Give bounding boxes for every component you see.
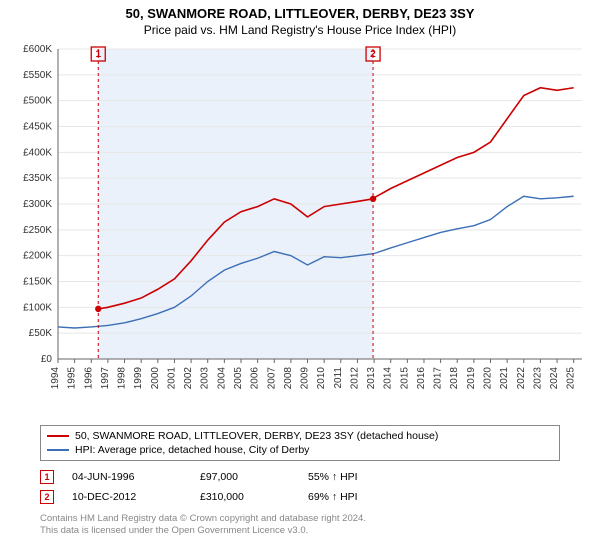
legend-row: HPI: Average price, detached house, City… <box>47 443 553 457</box>
legend-swatch <box>47 435 69 437</box>
sale-row: 2 10-DEC-2012 £310,000 69% ↑ HPI <box>40 487 560 507</box>
svg-text:1994: 1994 <box>50 367 61 390</box>
line-chart: £0 £50K £100K £150K £200K £250K £300K £350K £400… <box>10 41 590 421</box>
svg-text:2024: 2024 <box>549 367 560 390</box>
svg-text:2003: 2003 <box>200 367 211 390</box>
svg-text:£300K: £300K <box>23 199 52 210</box>
svg-text:£350K: £350K <box>23 173 52 184</box>
sale-date: 10-DEC-2012 <box>72 491 182 503</box>
sale-row: 1 04-JUN-1996 £97,000 55% ↑ HPI <box>40 467 560 487</box>
legend-label: 50, SWANMORE ROAD, LITTLEOVER, DERBY, DE… <box>75 430 438 442</box>
legend-swatch <box>47 449 69 451</box>
svg-text:2013: 2013 <box>366 367 377 390</box>
svg-text:£100K: £100K <box>23 302 52 313</box>
svg-text:1998: 1998 <box>117 367 128 390</box>
sales-list: 1 04-JUN-1996 £97,000 55% ↑ HPI 2 10-DEC-2012… <box>40 467 560 507</box>
svg-text:1996: 1996 <box>83 367 94 390</box>
svg-text:2025: 2025 <box>566 367 577 390</box>
svg-text:2016: 2016 <box>416 367 427 390</box>
svg-text:£550K: £550K <box>23 70 52 81</box>
sale-hpi: 69% ↑ HPI <box>308 491 560 503</box>
svg-text:£200K: £200K <box>23 251 52 262</box>
svg-text:2: 2 <box>370 49 376 60</box>
svg-text:2015: 2015 <box>399 367 410 390</box>
svg-text:2005: 2005 <box>233 367 244 390</box>
svg-text:2002: 2002 <box>183 367 194 390</box>
page-title: 50, SWANMORE ROAD, LITTLEOVER, DERBY, DE… <box>0 0 600 21</box>
svg-text:2004: 2004 <box>216 367 227 390</box>
svg-text:2007: 2007 <box>266 367 277 390</box>
sale-marker-icon: 1 <box>40 470 54 484</box>
footer-line-2: This data is licensed under the Open Gov… <box>40 525 560 537</box>
page-subtitle: Price paid vs. HM Land Registry's House … <box>0 21 600 41</box>
svg-text:£600K: £600K <box>23 44 52 55</box>
svg-text:2023: 2023 <box>532 367 543 390</box>
svg-text:2000: 2000 <box>150 367 161 390</box>
svg-text:£250K: £250K <box>23 225 52 236</box>
svg-text:2008: 2008 <box>283 367 294 390</box>
svg-text:£400K: £400K <box>23 147 52 158</box>
sale-price: £97,000 <box>200 471 290 483</box>
svg-text:2012: 2012 <box>349 367 360 390</box>
svg-text:1997: 1997 <box>100 367 111 390</box>
svg-text:£150K: £150K <box>23 277 52 288</box>
svg-text:£0: £0 <box>41 354 53 365</box>
svg-text:2018: 2018 <box>449 367 460 390</box>
svg-text:1995: 1995 <box>67 367 78 390</box>
svg-text:2010: 2010 <box>316 367 327 390</box>
svg-text:2011: 2011 <box>333 367 344 389</box>
svg-text:2009: 2009 <box>300 367 311 390</box>
svg-text:1: 1 <box>95 49 101 60</box>
sale-date: 04-JUN-1996 <box>72 471 182 483</box>
footer-line-1: Contains HM Land Registry data © Crown c… <box>40 513 560 525</box>
legend-label: HPI: Average price, detached house, City… <box>75 444 309 456</box>
svg-text:2019: 2019 <box>466 367 477 390</box>
svg-text:£50K: £50K <box>29 328 53 339</box>
sale-price: £310,000 <box>200 491 290 503</box>
footer-attribution: Contains HM Land Registry data © Crown c… <box>40 513 560 538</box>
sale-marker-icon: 2 <box>40 490 54 504</box>
svg-text:2021: 2021 <box>499 367 510 390</box>
svg-text:2017: 2017 <box>433 367 444 390</box>
svg-text:2001: 2001 <box>166 367 177 390</box>
chart-container: £0 £50K £100K £150K £200K £250K £300K £350K £400… <box>10 41 590 421</box>
sale-hpi: 55% ↑ HPI <box>308 471 560 483</box>
svg-text:2014: 2014 <box>383 367 394 390</box>
svg-text:2006: 2006 <box>250 367 261 390</box>
svg-text:2022: 2022 <box>516 367 527 390</box>
svg-text:2020: 2020 <box>483 367 494 390</box>
legend-box: 50, SWANMORE ROAD, LITTLEOVER, DERBY, DE… <box>40 425 560 461</box>
svg-text:1999: 1999 <box>133 367 144 390</box>
legend-row: 50, SWANMORE ROAD, LITTLEOVER, DERBY, DE… <box>47 429 553 443</box>
svg-text:£450K: £450K <box>23 122 52 133</box>
svg-text:£500K: £500K <box>23 96 52 107</box>
